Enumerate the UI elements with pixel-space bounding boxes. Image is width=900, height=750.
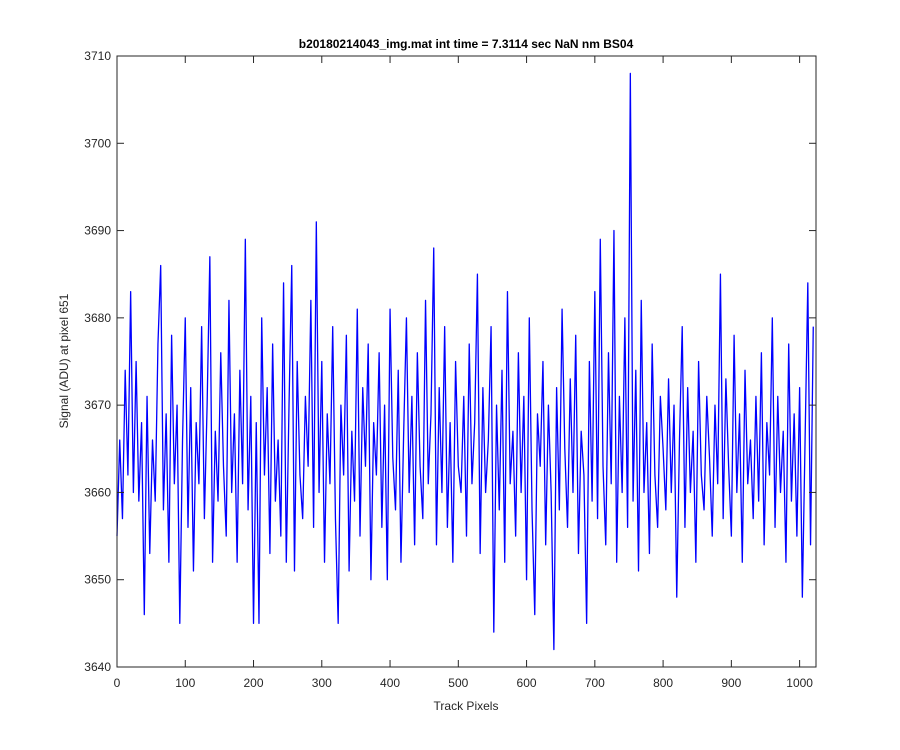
y-tick-label: 3690	[84, 224, 111, 238]
x-axis-label: Track Pixels	[434, 699, 499, 713]
y-tick-label: 3660	[84, 485, 111, 499]
x-tick-label: 200	[244, 676, 264, 690]
x-tick-label: 900	[721, 676, 741, 690]
chart-title: b20180214043_img.mat int time = 7.3114 s…	[299, 37, 634, 51]
x-tick-label: 100	[175, 676, 195, 690]
x-tick-label: 1000	[786, 676, 813, 690]
y-tick-label: 3650	[84, 573, 111, 587]
x-tick-label: 0	[114, 676, 121, 690]
axes-box	[116, 55, 817, 668]
plot-area	[117, 56, 816, 667]
x-tick-label: 500	[448, 676, 468, 690]
y-tick-label: 3680	[84, 311, 111, 325]
y-axis-label: Signal (ADU) at pixel 651	[57, 293, 71, 428]
data-line	[116, 72, 814, 651]
x-tick-label: 800	[653, 676, 673, 690]
x-tick-label: 700	[585, 676, 605, 690]
y-tick-label: 3640	[84, 660, 111, 674]
x-tick-label: 400	[380, 676, 400, 690]
y-tick-label: 3670	[84, 398, 111, 412]
y-tick-label: 3710	[84, 49, 111, 63]
y-tick-label: 3700	[84, 136, 111, 150]
x-tick-label: 300	[312, 676, 332, 690]
x-tick-label: 600	[517, 676, 537, 690]
